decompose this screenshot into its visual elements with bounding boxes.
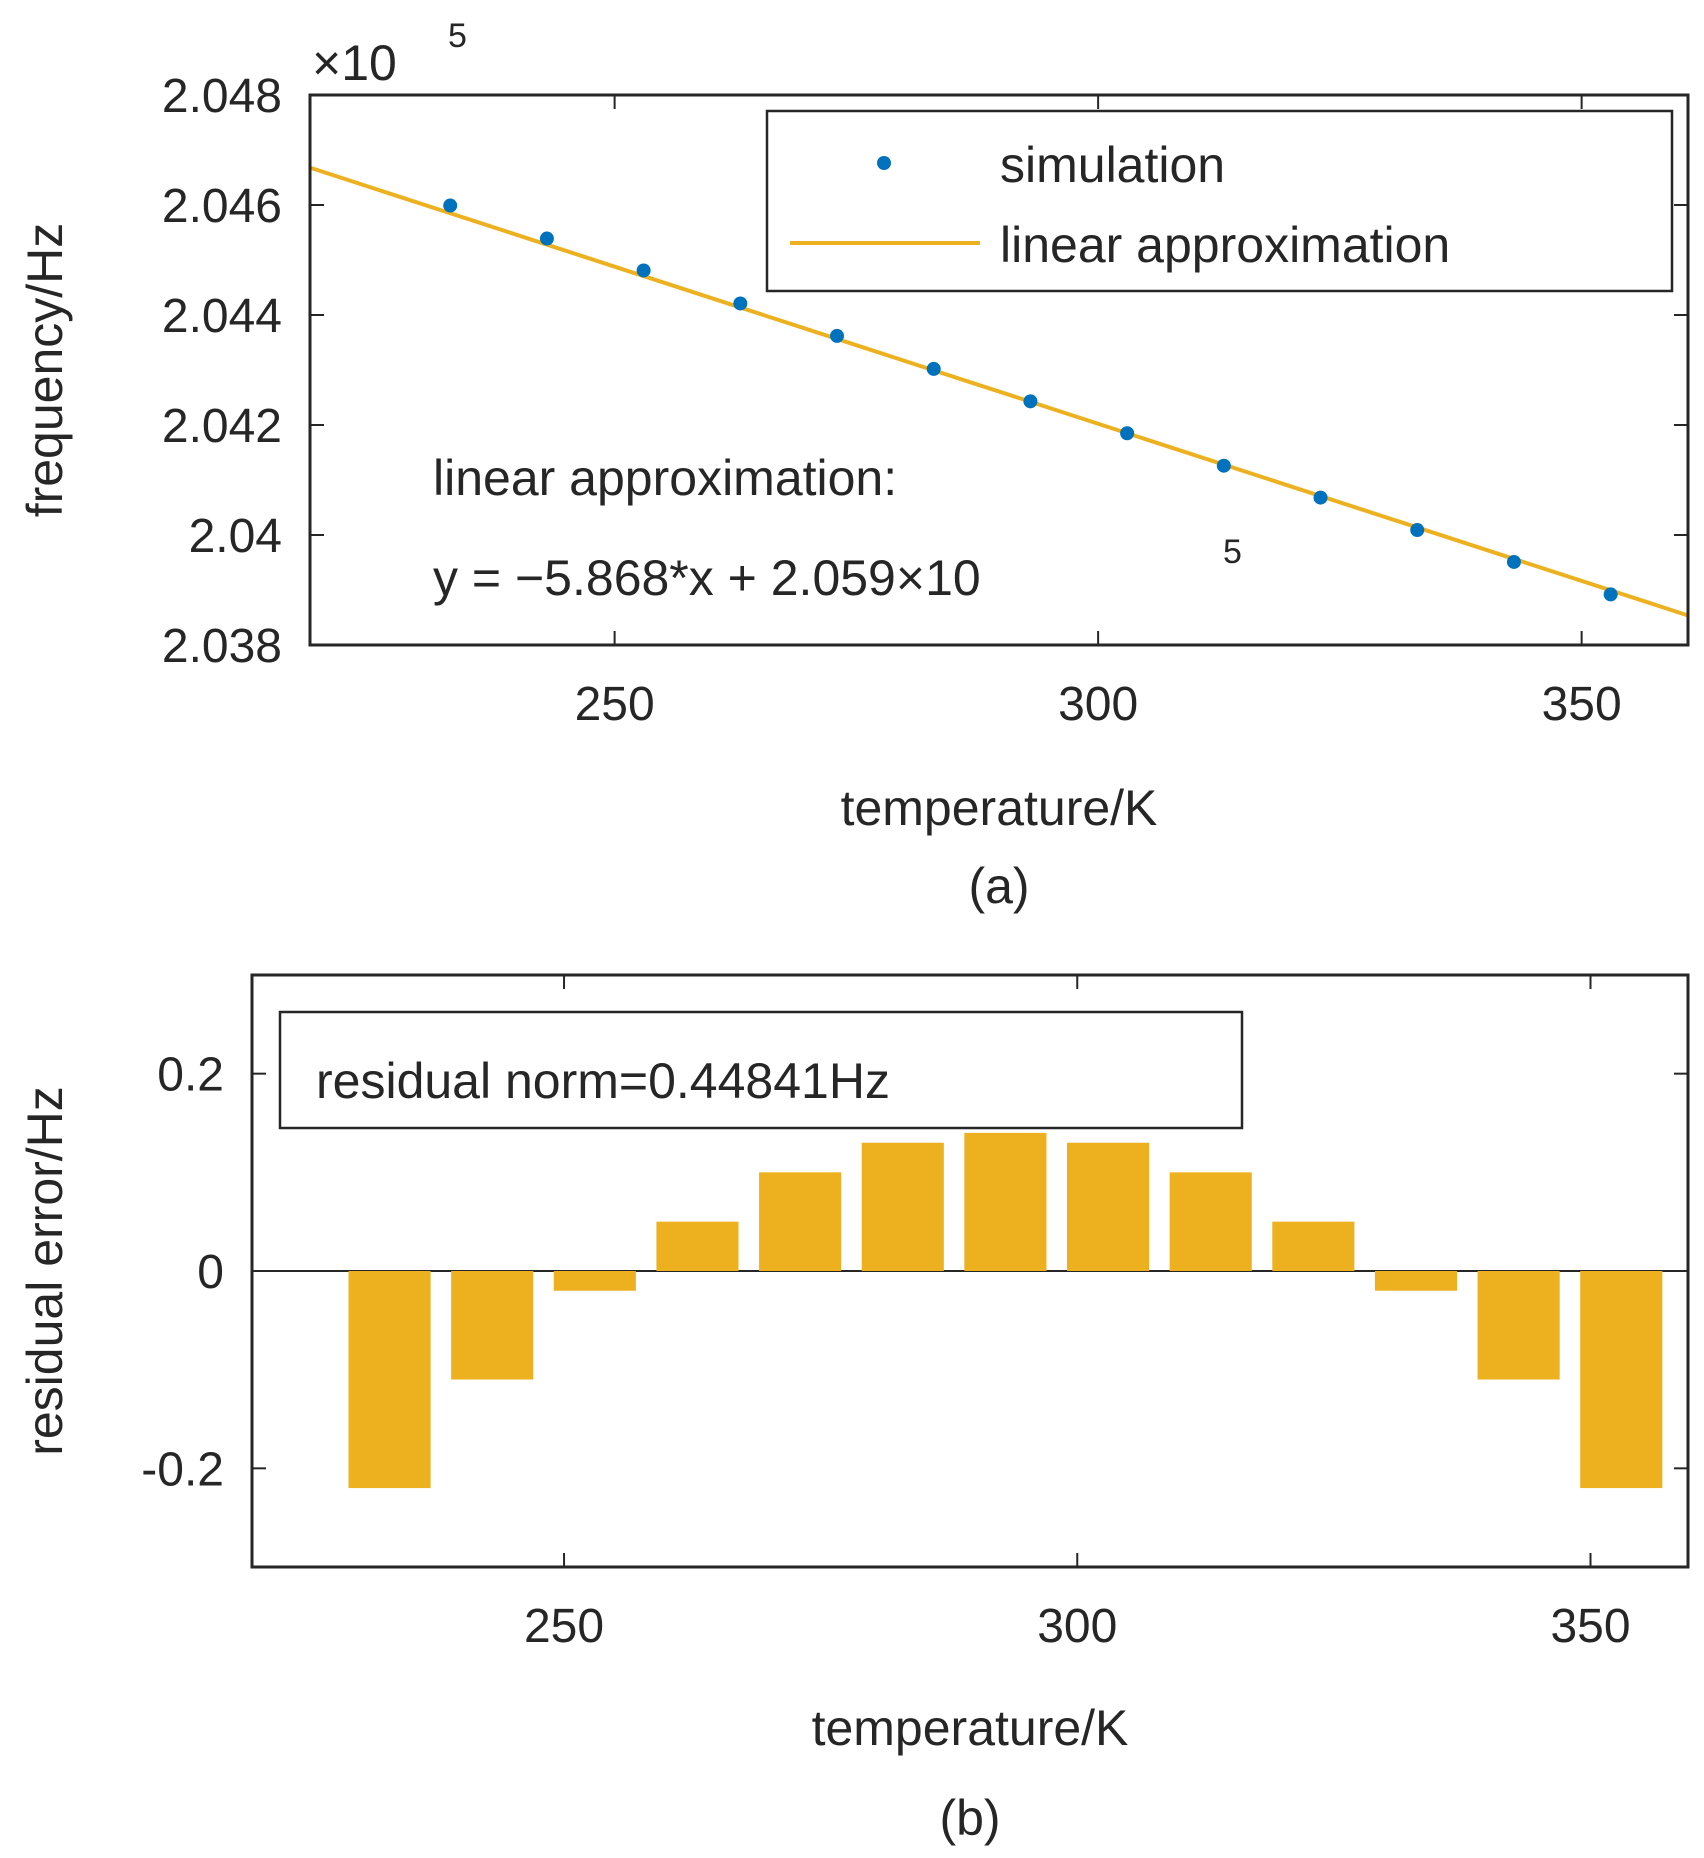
b-residual-bar bbox=[1374, 1271, 1458, 1291]
b-residual-bars bbox=[348, 1132, 1663, 1489]
a-simulation-point bbox=[443, 198, 458, 213]
a-simulation-point bbox=[1603, 587, 1618, 602]
b-residual-bar bbox=[759, 1172, 842, 1271]
a-simulation-point bbox=[1313, 490, 1328, 505]
b-residual-bar bbox=[1477, 1271, 1560, 1380]
b-xtick-label: 250 bbox=[524, 1600, 604, 1653]
residual-norm-text: residual norm=0.44841Hz bbox=[316, 1053, 890, 1109]
a-simulation-point bbox=[926, 361, 941, 376]
a-xtick-label: 250 bbox=[575, 678, 655, 731]
b-residual-bar bbox=[553, 1271, 636, 1291]
plot-frame-b bbox=[250, 973, 1690, 1569]
a-xtick-label: 300 bbox=[1058, 678, 1138, 731]
plot-frame-a bbox=[308, 93, 1690, 647]
b-y-tick-labels: -0.2 0 0.2 bbox=[141, 1049, 224, 1497]
a-x-tick-labels: 250 300 350 bbox=[575, 678, 1622, 731]
panel-b: 250 300 350 -0.2 0 0.2 residual norm=0.44841… bbox=[17, 973, 1690, 1846]
a-simulation-point bbox=[539, 231, 554, 246]
a-ytick-label: 2.038 bbox=[162, 620, 282, 673]
b-residual-bar bbox=[656, 1221, 739, 1271]
x-axis-label-a: temperature/K bbox=[841, 780, 1158, 836]
b-residual-bar bbox=[348, 1271, 431, 1489]
a-simulation-points bbox=[443, 198, 1618, 602]
exponent-base: ×10 bbox=[312, 35, 397, 91]
b-residual-bar bbox=[861, 1142, 944, 1271]
y-axis-label-a: frequency/Hz bbox=[17, 223, 73, 518]
annotation-line2-superscript: 5 bbox=[1223, 533, 1242, 571]
a-simulation-point bbox=[1120, 426, 1135, 441]
caption-b: (b) bbox=[939, 1790, 1000, 1846]
a-simulation-point bbox=[1410, 523, 1425, 538]
legend-marker-simulation bbox=[877, 156, 891, 170]
legend-a: simulation linear approximation bbox=[765, 109, 1674, 293]
b-xtick-label: 350 bbox=[1550, 1600, 1630, 1653]
a-y-tick-labels: 2.038 2.04 2.042 2.044 2.046 2.048 bbox=[162, 70, 282, 673]
legend-label-simulation: simulation bbox=[1000, 137, 1225, 193]
b-ytick-label: -0.2 bbox=[141, 1443, 224, 1496]
annotation-line1: linear approximation: bbox=[433, 450, 897, 506]
b-residual-bar bbox=[1066, 1142, 1150, 1271]
a-xtick-label: 350 bbox=[1542, 678, 1622, 731]
a-ytick-label: 2.048 bbox=[162, 70, 282, 123]
legend-label-linear-approximation: linear approximation bbox=[1000, 217, 1450, 273]
a-simulation-point bbox=[636, 263, 651, 278]
a-ytick-label: 2.044 bbox=[162, 290, 282, 343]
b-residual-bar bbox=[451, 1271, 534, 1380]
b-ticks bbox=[252, 975, 1688, 1567]
a-ytick-label: 2.046 bbox=[162, 180, 282, 233]
x-axis-label-b: temperature/K bbox=[812, 1700, 1129, 1756]
annotation-line2: y = −5.868*x + 2.059×10 bbox=[433, 550, 981, 606]
b-residual-bar bbox=[1272, 1221, 1355, 1271]
exponent-power: 5 bbox=[448, 17, 467, 55]
a-simulation-point bbox=[1216, 458, 1231, 473]
b-ytick-label: 0.2 bbox=[157, 1049, 224, 1102]
a-simulation-point bbox=[1506, 554, 1521, 569]
a-ytick-label: 2.04 bbox=[189, 510, 282, 563]
b-residual-bar bbox=[1169, 1172, 1252, 1271]
caption-a: (a) bbox=[968, 858, 1029, 914]
b-residual-bar bbox=[964, 1132, 1047, 1271]
legend-box bbox=[765, 109, 1674, 293]
b-xtick-label: 300 bbox=[1037, 1600, 1117, 1653]
a-simulation-point bbox=[830, 328, 845, 343]
b-ytick-label: 0 bbox=[197, 1246, 224, 1299]
a-simulation-point bbox=[733, 296, 748, 311]
residual-norm-box bbox=[278, 1010, 1244, 1130]
a-ytick-label: 2.042 bbox=[162, 400, 282, 453]
b-x-tick-labels: 250 300 350 bbox=[524, 1600, 1631, 1653]
a-fit-line-layer bbox=[309, 165, 1689, 618]
panel-a: 250 300 350 2.0382.042.0422.0442.0462.048 … bbox=[17, 17, 1690, 914]
a-simulation-point bbox=[1023, 394, 1038, 409]
y-axis-label-b: residual error/Hz bbox=[17, 1086, 73, 1456]
b-residual-bar bbox=[1580, 1271, 1663, 1489]
a-linear-approximation-line bbox=[309, 165, 1689, 618]
